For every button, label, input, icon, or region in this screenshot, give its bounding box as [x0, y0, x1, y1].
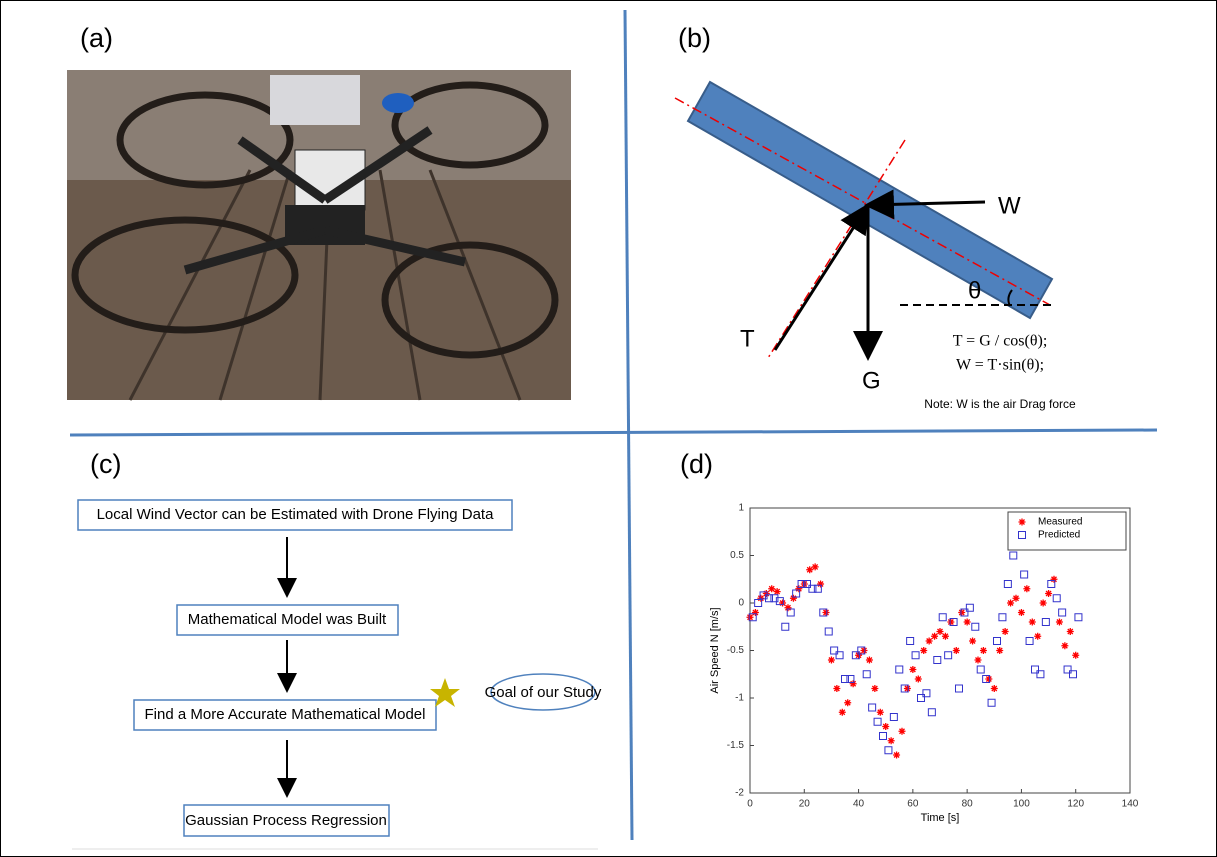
- legend-label: Predicted: [1038, 530, 1080, 541]
- panel-label: (d): [680, 449, 713, 479]
- data-point: [823, 609, 830, 616]
- data-point: [937, 628, 944, 635]
- x-axis-label: Time [s]: [921, 812, 960, 824]
- data-point: [795, 585, 802, 592]
- data-point: [920, 647, 927, 654]
- flow-step: Find a More Accurate Mathematical Model: [145, 706, 426, 723]
- data-point: [866, 657, 873, 664]
- data-point: [1034, 633, 1041, 640]
- data-point: [1013, 595, 1020, 602]
- data-point: [812, 563, 819, 570]
- data-point: [850, 680, 857, 687]
- data-point: [1051, 576, 1058, 583]
- y-tick-label: 0.5: [730, 550, 744, 561]
- flow-step: Gaussian Process Regression: [185, 812, 387, 829]
- data-point: [844, 699, 851, 706]
- data-point: [1040, 600, 1047, 607]
- data-point: [1023, 585, 1030, 592]
- x-tick-label: 0: [747, 799, 753, 810]
- data-point: [747, 614, 754, 621]
- x-tick-label: 20: [799, 799, 811, 810]
- panel-label: (a): [80, 23, 113, 53]
- data-point: [882, 723, 889, 730]
- goal-label: Goal of our Study: [485, 684, 602, 701]
- data-point: [861, 647, 868, 654]
- legend-marker: [1019, 519, 1026, 526]
- scatter-chart: [750, 508, 1130, 793]
- data-point: [931, 633, 938, 640]
- data-point: [969, 638, 976, 645]
- legend-label: Measured: [1038, 517, 1082, 528]
- drone-photo: [67, 70, 571, 400]
- data-point: [899, 728, 906, 735]
- data-point: [953, 647, 960, 654]
- y-axis-label: Air Speed N [m/s]: [709, 607, 721, 693]
- data-point: [964, 619, 971, 626]
- data-point: [996, 647, 1003, 654]
- data-point: [785, 604, 792, 611]
- plot-area: [750, 508, 1130, 793]
- equation: W = T·sin(θ);: [956, 357, 1044, 374]
- y-tick-label: -1.5: [727, 740, 745, 751]
- data-point: [790, 595, 797, 602]
- data-point: [774, 588, 781, 595]
- data-point: [947, 619, 954, 626]
- force-label: W: [998, 192, 1021, 219]
- force-label: G: [862, 367, 881, 394]
- data-point: [1072, 652, 1079, 659]
- data-point: [1067, 628, 1074, 635]
- data-point: [752, 609, 759, 616]
- data-point: [893, 752, 900, 759]
- data-point: [828, 657, 835, 664]
- data-point: [991, 685, 998, 692]
- data-point: [871, 685, 878, 692]
- panel-label: (c): [90, 449, 121, 479]
- data-point: [763, 590, 770, 597]
- x-tick-label: 120: [1067, 799, 1084, 810]
- data-point: [1029, 619, 1036, 626]
- data-point: [839, 709, 846, 716]
- data-point: [958, 609, 965, 616]
- data-point: [909, 666, 916, 673]
- data-point: [877, 709, 884, 716]
- data-point: [904, 685, 911, 692]
- data-point: [801, 581, 808, 588]
- y-tick-label: -2: [735, 788, 744, 799]
- x-tick-label: 60: [907, 799, 919, 810]
- data-point: [942, 633, 949, 640]
- data-point: [985, 676, 992, 683]
- data-point: [833, 685, 840, 692]
- force-label: T: [740, 325, 755, 352]
- note: Note: W is the air Drag force: [924, 397, 1076, 411]
- data-point: [975, 657, 982, 664]
- data-point: [926, 638, 933, 645]
- x-tick-label: 40: [853, 799, 865, 810]
- flow-step: Local Wind Vector can be Estimated with …: [97, 506, 495, 523]
- data-point: [757, 595, 764, 602]
- flow-step: Mathematical Model was Built: [188, 611, 387, 628]
- data-point: [915, 676, 922, 683]
- y-tick-label: 0: [738, 598, 744, 609]
- x-tick-label: 100: [1013, 799, 1030, 810]
- data-point: [1056, 619, 1063, 626]
- data-point: [1045, 590, 1052, 597]
- data-point: [817, 581, 824, 588]
- y-tick-label: 1: [738, 503, 744, 514]
- data-point: [1002, 628, 1009, 635]
- x-tick-label: 140: [1122, 799, 1139, 810]
- equation: T = G / cos(θ);: [953, 333, 1048, 350]
- panel-label: (b): [678, 23, 711, 53]
- data-point: [779, 600, 786, 607]
- angle-label: θ: [968, 277, 981, 304]
- y-tick-label: -0.5: [727, 645, 745, 656]
- data-point: [855, 652, 862, 659]
- y-tick-label: -1: [735, 693, 744, 704]
- data-point: [1061, 642, 1068, 649]
- x-tick-label: 80: [962, 799, 974, 810]
- data-point: [980, 647, 987, 654]
- data-point: [888, 737, 895, 744]
- data-point: [1018, 609, 1025, 616]
- data-point: [1007, 600, 1014, 607]
- figure: (a) (b) W T G θ T = G / cos(θ); W = T·si…: [0, 0, 1217, 857]
